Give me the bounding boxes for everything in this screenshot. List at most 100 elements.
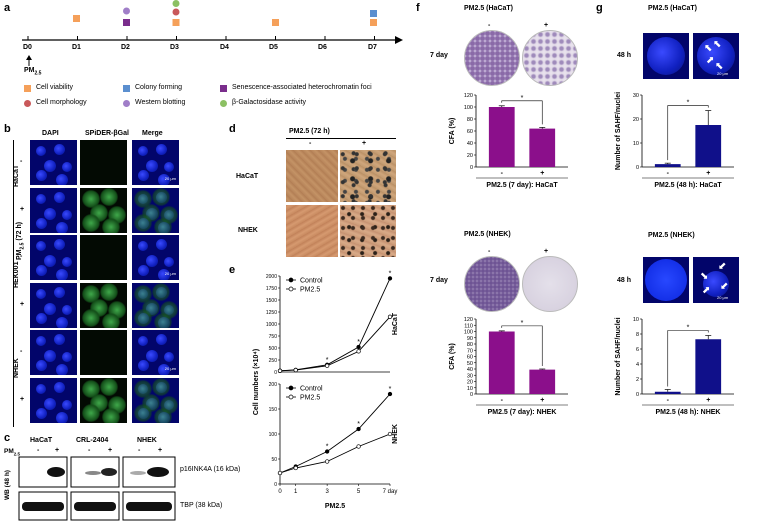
significance-star: *: [389, 386, 392, 393]
g-top-title: PM2.5 (HaCaT): [648, 5, 698, 12]
y-tick-label: 10: [633, 141, 639, 147]
marker-d5-viability: [272, 19, 279, 26]
data-point: [293, 465, 298, 471]
spider-bgal-image: [80, 140, 127, 185]
merge-image: [132, 282, 179, 328]
y-tick-label: 20: [467, 380, 473, 386]
y-tick-label: 100: [464, 330, 473, 336]
data-point: [324, 459, 330, 464]
y-tick-label: 0: [636, 392, 639, 398]
y-tick-label: 70: [467, 348, 473, 354]
line-chart-title: HaCaT: [392, 312, 399, 335]
y-tick-label: 0: [274, 482, 277, 488]
colony-dish-nhek-pm: [522, 256, 578, 312]
day-label-d7: D7: [368, 44, 377, 51]
y-tick-label: 10: [633, 317, 639, 323]
significance-bracket: [667, 330, 709, 387]
y-axis-label: CFA (%): [449, 343, 456, 370]
significance-bracket: [501, 325, 543, 366]
band-label-p16: p16INK4A (16 kDa): [180, 466, 241, 473]
y-tick-label: 80: [467, 117, 473, 123]
legend-swatch-viability: [24, 85, 31, 92]
y-tick-label: 30: [633, 93, 639, 99]
legend-label: Control: [300, 278, 323, 285]
timeline: [22, 0, 403, 66]
spider-bgal-image: [80, 187, 127, 233]
g-bottom-time: 48 h: [617, 277, 632, 284]
y-tick-label: 20: [467, 153, 473, 159]
y-tick-label: 2000: [266, 274, 277, 280]
legend-marker: [288, 394, 294, 400]
blot-sign-nhek-pos: +: [158, 447, 163, 454]
brightfield-hacat-pm: [340, 150, 396, 202]
f-bottom-title: PM2.5 (NHEK): [464, 231, 511, 238]
blot-sign-crl-pos: +: [108, 447, 113, 454]
day-label-d1: D1: [72, 44, 81, 51]
y-tick-label: 40: [467, 141, 473, 147]
day-label-d5: D5: [269, 44, 278, 51]
panel-label-a: a: [4, 2, 11, 14]
legend-label: PM2.5: [300, 287, 320, 294]
significance-star: *: [687, 100, 690, 107]
y-tick-label: 80: [467, 342, 473, 348]
marker-d7-viability: [370, 19, 377, 26]
merge-image: 20 μm: [132, 330, 179, 375]
y-tick-label: 750: [269, 334, 278, 340]
y-tick-label: 1500: [266, 298, 277, 304]
marker-d3-morphology: [172, 8, 180, 16]
bar: [488, 107, 515, 167]
legend-label-bgal: β-Galactosidase activity: [232, 99, 307, 106]
bar: [488, 331, 515, 394]
sahf-scale-nhek: 20 μm: [717, 295, 729, 300]
legend-label-sahf: Senescence-associated heterochromatin fo…: [232, 84, 372, 91]
y-tick-label: 60: [467, 129, 473, 135]
data-point: [356, 344, 361, 350]
y-axis-label: Number of SAHF/nuclei: [615, 317, 622, 395]
dapi-image: [30, 377, 77, 423]
series-line-control: [279, 278, 391, 372]
band-tbp-crl: [74, 502, 116, 511]
y-tick-label: 0: [470, 392, 473, 398]
legend-label: Control: [300, 386, 323, 393]
column-header-spider: SPiDER-βGal: [85, 130, 129, 137]
x-tick-label: 0: [278, 489, 282, 495]
y-tick-label: 50: [271, 457, 277, 463]
brightfield-nhek-control: [286, 205, 338, 257]
dapi-image: [30, 140, 77, 185]
bar: [654, 391, 681, 394]
legend-label-viability: Cell viability: [36, 84, 73, 91]
y-tick-label: 2: [636, 377, 639, 383]
data-point: [324, 449, 330, 454]
data-point: [277, 470, 283, 476]
legend-label: PM2.5: [300, 395, 320, 402]
significance-star: *: [687, 325, 690, 332]
colony-dish-hacat-pm: [522, 30, 578, 86]
y-tick-label: 6: [636, 347, 639, 353]
significance-star: *: [389, 270, 392, 277]
y-tick-label: 60: [467, 355, 473, 361]
merge-image: [132, 187, 179, 233]
y-tick-label: 110: [464, 323, 473, 329]
panel-d-title: PM2.5 (72 h): [289, 128, 330, 135]
scale-bar-label: 20 μm: [164, 176, 176, 181]
data-point: [387, 391, 393, 397]
group-label-nhek: NHEK: [13, 358, 20, 378]
spider-bgal-image: [80, 377, 127, 423]
day-label-d6: D6: [318, 44, 327, 51]
series-line-control: [279, 393, 391, 474]
marker-d7-colony: [370, 10, 377, 17]
data-point: [293, 367, 298, 373]
y-tick-label: 250: [269, 358, 278, 364]
blot-side-label: WB (48 h): [4, 470, 11, 500]
x-tick-label: 5: [357, 489, 361, 495]
f-top-time: 7 day: [430, 52, 448, 59]
x-axis-label: PM2.5 (48 h): HaCaT: [654, 182, 722, 189]
y-tick-label: 0: [274, 370, 277, 376]
x-tick-label: 3: [325, 489, 329, 495]
sahf-scale-hacat: 20 μm: [717, 71, 729, 76]
f-bottom-time: 7 day: [430, 277, 448, 284]
panel-b-row-sign: -: [20, 348, 23, 355]
panel-b-row-sign: +: [20, 205, 25, 213]
f-bottom-sign-neg: -: [488, 248, 491, 255]
